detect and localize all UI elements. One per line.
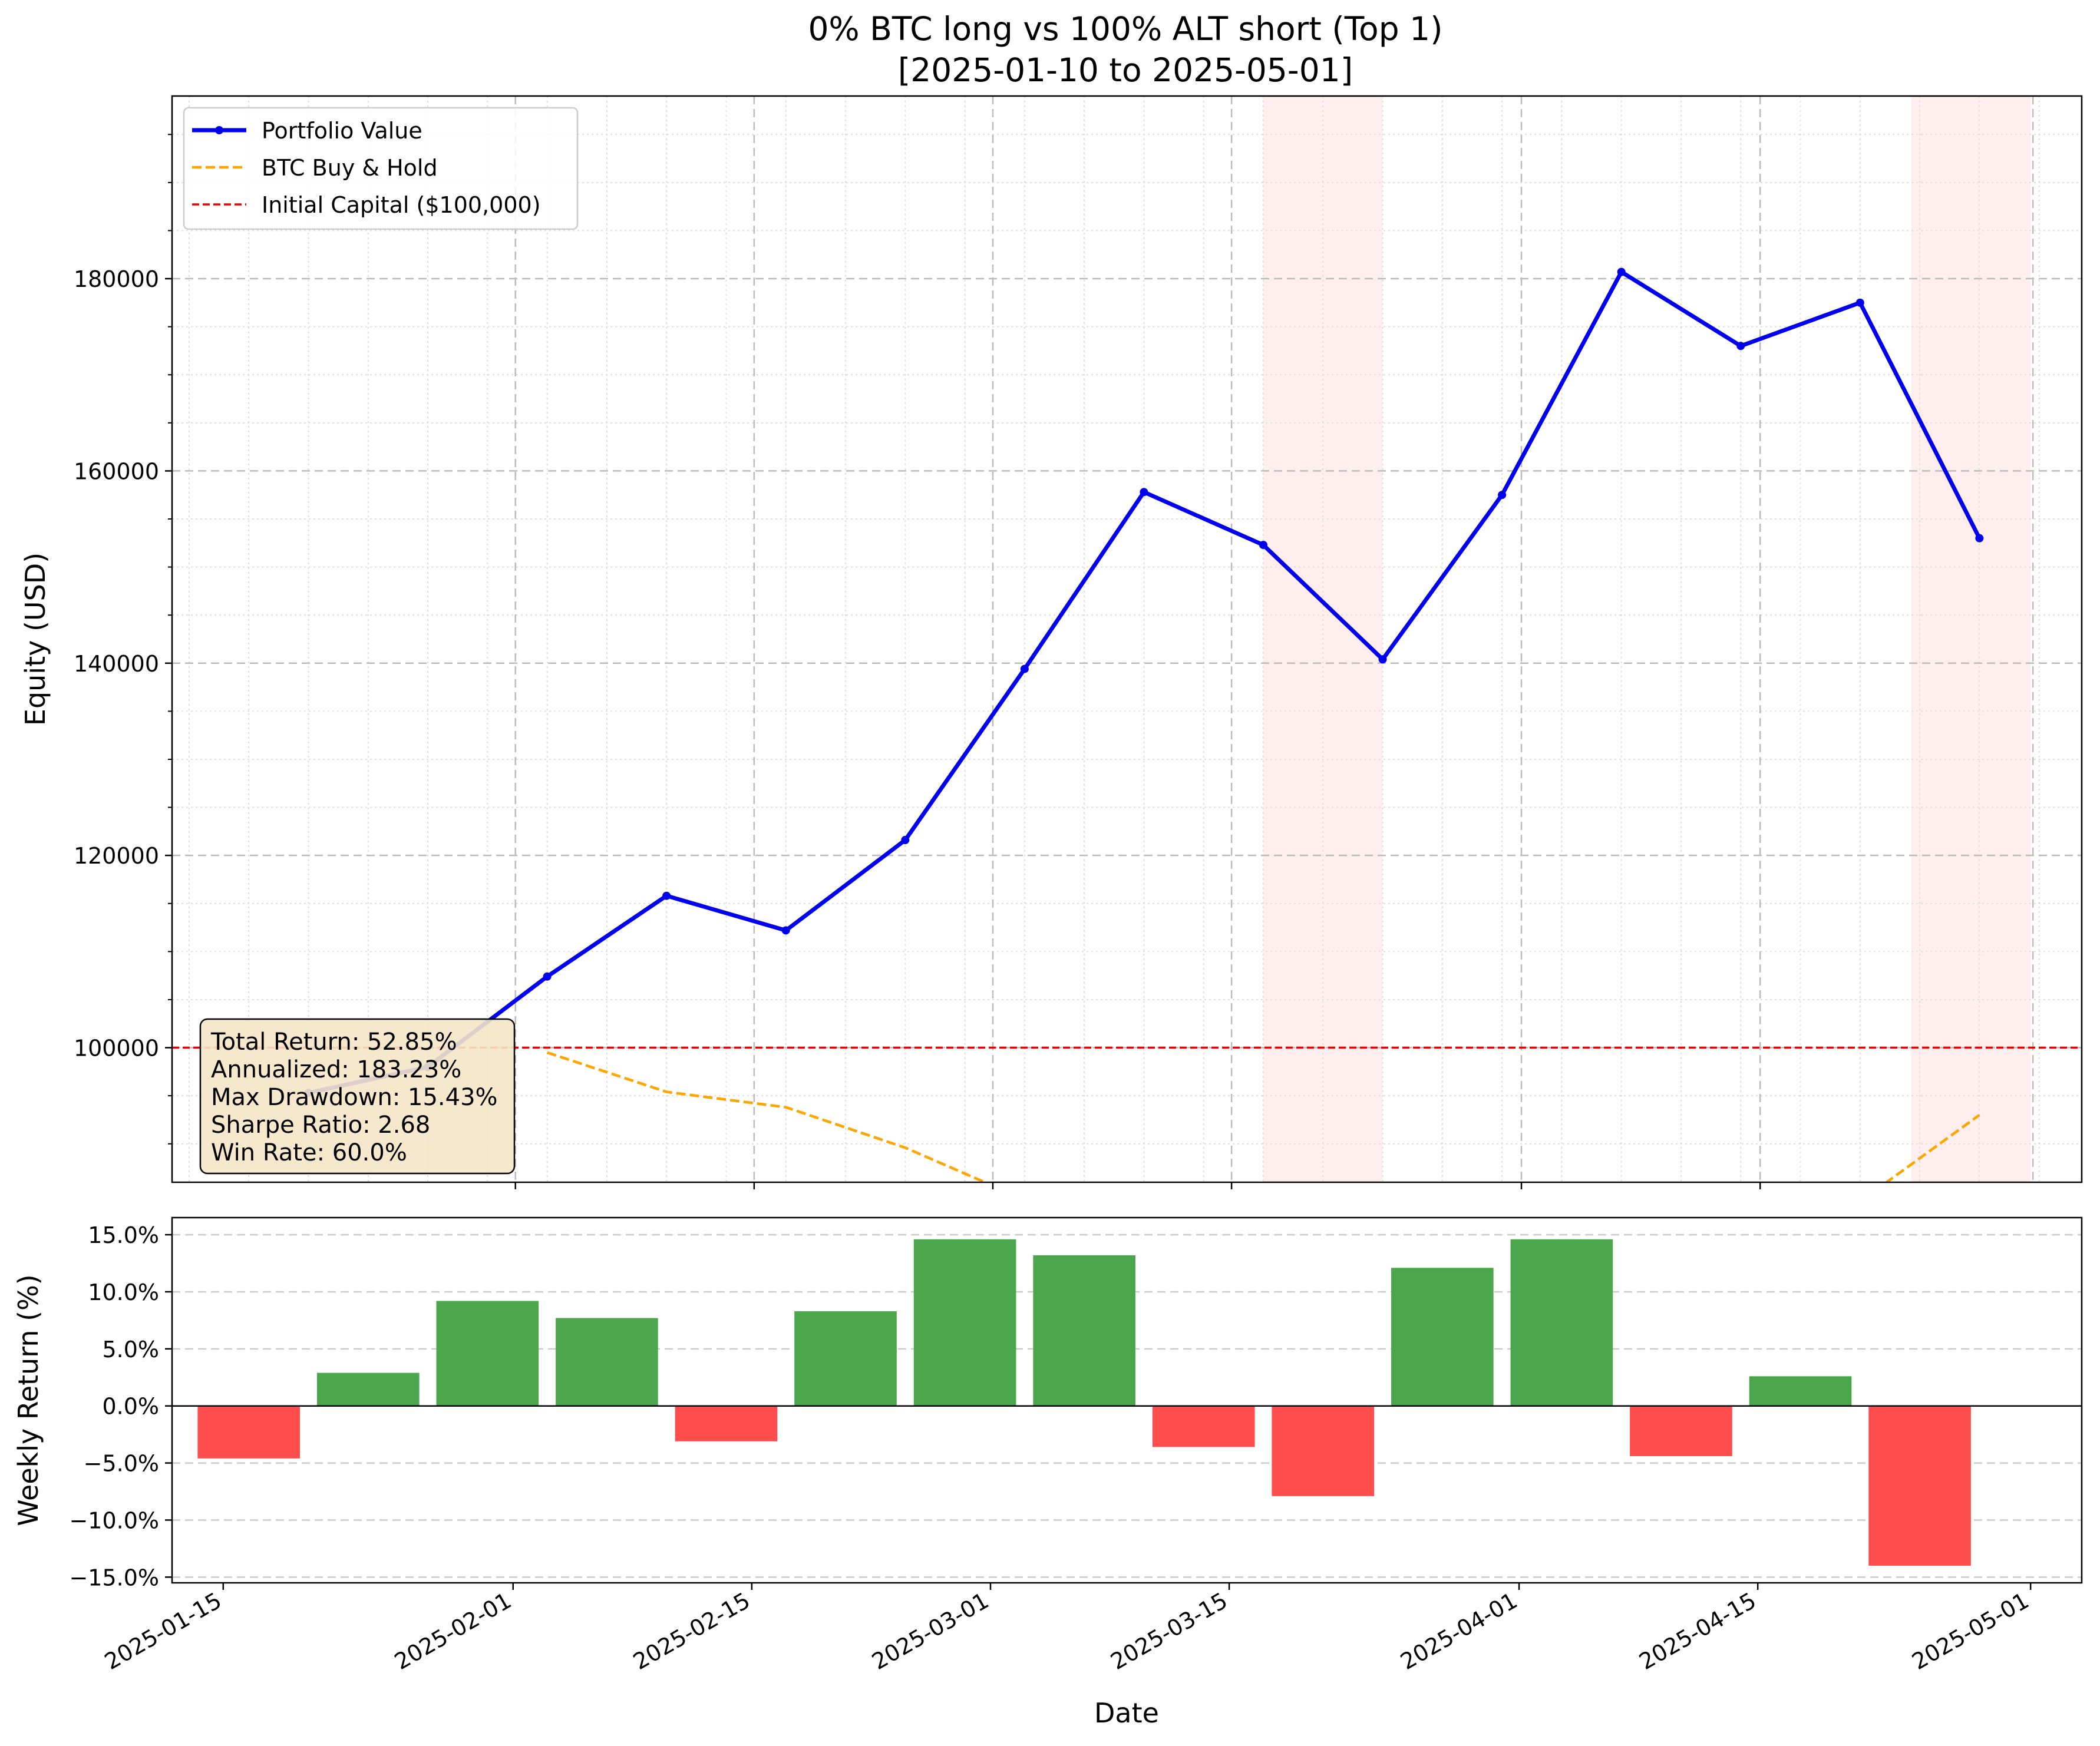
y-tick-label: 180000 xyxy=(74,266,159,292)
chart-title-line2: [2025-01-10 to 2025-05-01] xyxy=(898,51,1353,89)
stats-max-drawdown: Max Drawdown: 15.43% xyxy=(211,1084,498,1111)
stats-box-bg xyxy=(199,1018,516,1175)
portfolio-value-point xyxy=(1259,541,1267,550)
y-tick-label: 120000 xyxy=(74,843,159,869)
x-axis-label: Date xyxy=(1094,1697,1159,1729)
portfolio-value-point xyxy=(1020,664,1029,673)
y-tick-label: −15.0% xyxy=(69,1565,159,1590)
portfolio-value-point xyxy=(662,891,671,900)
legend-btc-label: BTC Buy & Hold xyxy=(262,155,438,181)
y-tick-label: 100000 xyxy=(74,1036,159,1062)
portfolio-value-point xyxy=(1617,267,1626,276)
x-tick-label: 2025-05-01 xyxy=(1907,1588,2033,1675)
top-axes-frame xyxy=(171,95,2083,1183)
stats-sharpe-ratio: Sharpe Ratio: 2.68 xyxy=(211,1112,430,1139)
stats-win-rate: Win Rate: 60.0% xyxy=(211,1139,407,1166)
portfolio-value-point xyxy=(1140,488,1148,497)
bottom-y-axis-label: Weekly Return (%) xyxy=(12,1274,44,1526)
legend-initial-label: Initial Capital ($100,000) xyxy=(262,192,541,218)
chart-title-line1: 0% BTC long vs 100% ALT short (Top 1) xyxy=(808,10,1442,48)
btc-buy-hold-line xyxy=(546,1051,1980,1182)
portfolio-value-line xyxy=(308,270,1982,1095)
weekly-return-bar xyxy=(794,1311,897,1406)
x-tick-label: 2025-02-15 xyxy=(629,1588,754,1675)
portfolio-value-point xyxy=(1975,534,1984,543)
top-y-axis-label: Equity (USD) xyxy=(19,553,51,726)
weekly-return-bar xyxy=(1749,1376,1852,1406)
x-tick-label: 2025-04-15 xyxy=(1635,1588,1760,1675)
legend: Portfolio Value BTC Buy & Hold Initial C… xyxy=(183,107,579,230)
legend-box xyxy=(183,107,579,230)
weekly-return-bar xyxy=(1391,1268,1494,1406)
portfolio-value-point xyxy=(1378,655,1387,664)
y-tick-label: −10.0% xyxy=(69,1507,159,1533)
portfolio-value-point xyxy=(901,836,910,845)
stats-total-return: Total Return: 52.85% xyxy=(210,1029,457,1056)
weekly-return-bar xyxy=(1033,1255,1135,1406)
bottom-axes-frame xyxy=(171,1216,2083,1584)
top-x-axis xyxy=(514,1182,1761,1189)
x-tick-label: 2025-04-01 xyxy=(1396,1588,1521,1675)
bottom-x-axis: 2025-01-15 2025-02-01 2025-02-15 2025-03-01… xyxy=(100,1583,2033,1675)
portfolio-value-point xyxy=(781,926,790,935)
y-tick-label: 0.0% xyxy=(102,1394,159,1420)
weekly-return-bar xyxy=(675,1406,778,1441)
legend-portfolio-marker xyxy=(215,126,223,134)
legend-portfolio-label: Portfolio Value xyxy=(262,118,422,144)
top-y-axis: 100000 120000 140000 160000 180000 xyxy=(74,134,172,1145)
y-tick-label: 160000 xyxy=(74,458,159,484)
y-tick-label: 10.0% xyxy=(88,1279,159,1305)
y-tick-label: −5.0% xyxy=(84,1451,159,1477)
portfolio-value-point xyxy=(543,972,552,981)
weekly-return-bar xyxy=(913,1239,1016,1406)
weekly-return-bar xyxy=(436,1301,539,1406)
y-tick-label: 5.0% xyxy=(102,1337,159,1363)
stats-box: Total Return: 52.85% Annualized: 183.23%… xyxy=(199,1018,516,1175)
bottom-y-axis: −15.0% −10.0% −5.0% 0.0% 5.0% 10.0% 15.0% xyxy=(69,1222,172,1590)
x-tick-label: 2025-01-15 xyxy=(100,1588,226,1675)
x-tick-label: 2025-03-01 xyxy=(867,1588,993,1675)
weekly-return-bar xyxy=(197,1406,301,1459)
portfolio-value-point xyxy=(1855,298,1864,307)
weekly-return-bar xyxy=(1510,1239,1613,1406)
y-tick-label: 140000 xyxy=(74,651,159,677)
shaded-region-1 xyxy=(1911,96,2031,1182)
portfolio-value-point xyxy=(1498,491,1507,500)
x-tick-label: 2025-02-01 xyxy=(390,1588,516,1675)
stats-annualized: Annualized: 183.23% xyxy=(211,1056,461,1083)
weekly-return-bar xyxy=(1630,1406,1732,1456)
weekly-return-bar xyxy=(1868,1406,1971,1566)
weekly-return-bar xyxy=(556,1318,658,1406)
weekly-return-bars xyxy=(197,1239,1971,1566)
weekly-return-bar xyxy=(1272,1406,1375,1496)
portfolio-value-point xyxy=(1736,342,1745,350)
weekly-return-bar xyxy=(316,1373,420,1406)
y-tick-label: 15.0% xyxy=(88,1222,159,1248)
x-tick-label: 2025-03-15 xyxy=(1106,1588,1231,1675)
weekly-return-bar xyxy=(1152,1406,1255,1447)
shaded-regions xyxy=(1263,96,2031,1182)
